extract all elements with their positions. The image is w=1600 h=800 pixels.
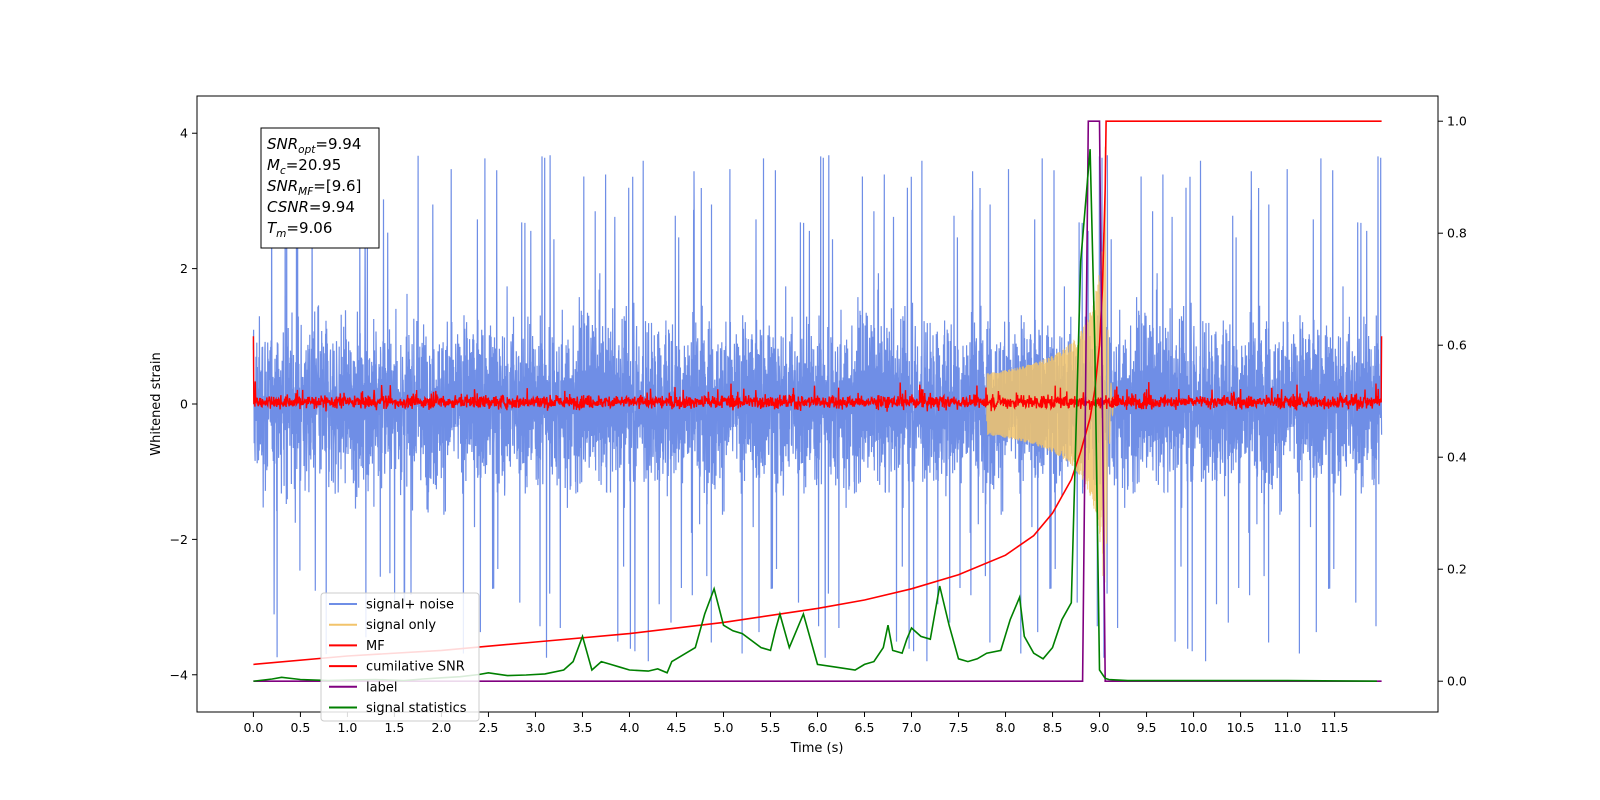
y-right-tick-label: 0.4 <box>1447 450 1467 465</box>
y-right-tick-label: 0.0 <box>1447 674 1467 689</box>
x-tick-label: 8.0 <box>996 720 1016 735</box>
x-tick-label: 2.5 <box>479 720 499 735</box>
x-tick-label: 10.5 <box>1227 720 1255 735</box>
x-axis-label: Time (s) <box>790 741 844 756</box>
info-line: SNRMF=[9.6] <box>267 177 361 198</box>
x-tick-label: 5.5 <box>761 720 781 735</box>
x-tick-label: 9.0 <box>1090 720 1110 735</box>
x-tick-label: 0.5 <box>290 720 310 735</box>
legend-entry: signal statistics <box>366 701 467 716</box>
x-tick-label: 0.0 <box>243 720 263 735</box>
x-tick-label: 3.5 <box>573 720 593 735</box>
legend-entry: signal only <box>366 618 436 633</box>
y-left-tick-label: −4 <box>170 667 188 682</box>
x-tick-label: 4.5 <box>667 720 687 735</box>
info-line: Tm=9.06 <box>267 219 332 240</box>
series-signal-statistics <box>253 149 1377 682</box>
y-left-tick-label: 2 <box>180 261 188 276</box>
y-right-tick-label: 0.6 <box>1447 338 1467 353</box>
x-tick-label: 11.5 <box>1321 720 1349 735</box>
y-axis-label: Whitened strain <box>149 352 164 455</box>
x-tick-label: 3.0 <box>526 720 546 735</box>
legend: signal+ noise signal only MF cumilative SNR… <box>320 592 480 722</box>
x-tick-label: 7.0 <box>902 720 922 735</box>
x-tick-label: 2.0 <box>431 720 451 735</box>
plot-area <box>252 120 1383 682</box>
x-tick-label: 9.5 <box>1137 720 1157 735</box>
x-tick-label: 6.5 <box>855 720 875 735</box>
x-tick-label: 7.5 <box>949 720 969 735</box>
x-tick-label: 8.5 <box>1043 720 1063 735</box>
y-right-tick-label: 0.2 <box>1447 562 1467 577</box>
x-tick-label: 11.0 <box>1274 720 1302 735</box>
info-line: CSNR=9.94 <box>267 198 355 216</box>
legend-frame <box>320 592 480 722</box>
series-signal-noise <box>252 143 1383 662</box>
info-line: Mc=20.95 <box>267 156 341 177</box>
y-left-tick-label: 0 <box>180 397 188 412</box>
axis-ticks: 0.0 0.5 1.0 1.5 2.0 2.5 3.0 3.5 4.0 4.5 5.0 5.5 6.0 6… <box>170 114 1467 735</box>
legend-entry: MF <box>366 639 385 654</box>
y-left-tick-label: −2 <box>170 532 188 547</box>
x-tick-label: 10.0 <box>1180 720 1208 735</box>
y-left-tick-label: 4 <box>180 126 188 141</box>
info-line: SNRopt=9.94 <box>267 135 361 156</box>
x-tick-label: 4.0 <box>620 720 640 735</box>
y-right-tick-label: 1.0 <box>1447 114 1467 129</box>
x-tick-label: 6.0 <box>808 720 828 735</box>
x-tick-label: 1.0 <box>337 720 357 735</box>
series-mf <box>252 336 1383 412</box>
x-tick-label: 5.0 <box>714 720 734 735</box>
info-box-frame <box>260 127 380 249</box>
legend-entry: label <box>366 680 397 695</box>
legend-entry: cumilative SNR <box>366 660 465 675</box>
y-right-tick-label: 0.8 <box>1447 226 1467 241</box>
x-tick-label: 1.5 <box>384 720 404 735</box>
legend-entry: signal+ noise <box>366 598 454 613</box>
